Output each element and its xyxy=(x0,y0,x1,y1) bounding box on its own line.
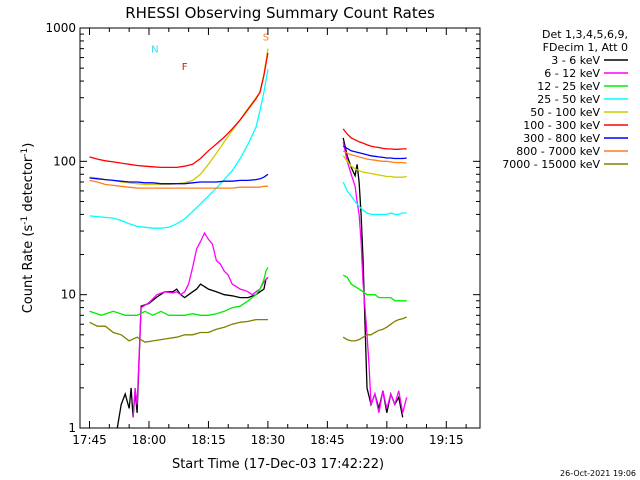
y-tick-label: 1000 xyxy=(45,21,76,35)
series-line xyxy=(89,48,269,186)
series-line xyxy=(342,155,407,178)
chart-title: RHESSI Observing Summary Count Rates xyxy=(125,4,435,22)
series-line xyxy=(342,141,408,413)
y-axis-label: Count Rate (s-1 detector-1) xyxy=(20,143,36,314)
series-line xyxy=(342,274,407,302)
legend-entry-label: 7000 - 15000 keV xyxy=(502,158,600,171)
x-tick-label: 18:00 xyxy=(132,433,167,447)
series-line xyxy=(89,179,268,189)
series-line xyxy=(89,69,269,229)
legend-entry-label: 25 - 50 keV xyxy=(537,93,600,106)
legend-entry-label: 50 - 100 keV xyxy=(530,106,600,119)
series-5 xyxy=(89,48,407,186)
axes: 17:45 18:00 18:15 18:30 18:45 19:00 19:15 1000 1… xyxy=(45,21,481,447)
x-axis-label: Start Time (17-Dec-03 17:42:22) xyxy=(172,457,384,472)
date-stamp: 26-Oct-2021 19:06 xyxy=(560,469,636,478)
legend-entry-label: 12 - 25 keV xyxy=(537,80,600,93)
flag-label-n: N xyxy=(151,45,158,56)
legend-header: Det 1,3,4,5,6,9, xyxy=(542,28,628,41)
series-line xyxy=(342,316,407,342)
y-axis-label-sup2: -1 xyxy=(20,148,30,157)
series-7 xyxy=(89,145,407,185)
flag-label-s: S xyxy=(263,33,269,44)
legend-entry-label: 3 - 6 keV xyxy=(551,54,600,67)
x-tick-label: 19:00 xyxy=(370,433,405,447)
series-line xyxy=(132,231,269,418)
legend-entry-label: 800 - 7000 keV xyxy=(516,145,600,158)
x-tick-label: 19:15 xyxy=(429,433,464,447)
series-2 xyxy=(132,141,408,418)
y-axis-label-sup1: -1 xyxy=(20,216,30,225)
y-axis-label-main: Count Rate (s xyxy=(21,225,36,314)
series-4 xyxy=(89,69,407,229)
flag-label-f: F xyxy=(182,62,188,73)
x-tick-label: 17:45 xyxy=(72,433,107,447)
legend-entry-label: 100 - 300 keV xyxy=(523,119,600,132)
plot-frame xyxy=(79,27,481,429)
y-tick-label: 10 xyxy=(61,288,76,302)
x-tick-label: 18:15 xyxy=(191,433,226,447)
y-tick-label: 100 xyxy=(53,154,76,168)
series-line xyxy=(342,145,407,160)
y-axis-label-mid: detector xyxy=(21,156,36,216)
series-line xyxy=(89,52,269,169)
series-line xyxy=(89,267,269,317)
series-8 xyxy=(89,150,407,189)
series-6 xyxy=(89,52,407,169)
series-line xyxy=(342,128,407,150)
legend: Det 1,3,4,5,6,9,FDecim 1, Att 03 - 6 keV… xyxy=(502,28,628,171)
x-tick-label: 18:45 xyxy=(310,433,345,447)
legend-entry-label: 6 - 12 keV xyxy=(544,67,600,80)
series-line xyxy=(342,150,407,164)
y-tick-label: 1 xyxy=(68,421,76,435)
legend-entry-label: 300 - 800 keV xyxy=(523,132,600,145)
series-9 xyxy=(89,316,407,343)
series-line xyxy=(342,181,407,216)
x-tick-label: 18:30 xyxy=(251,433,286,447)
series-3 xyxy=(89,267,407,317)
plot-area: N F S xyxy=(89,33,408,429)
series-line xyxy=(89,173,269,185)
legend-header: FDecim 1, Att 0 xyxy=(543,41,628,54)
series-line xyxy=(89,318,268,343)
y-axis-label-end: ) xyxy=(21,143,36,148)
